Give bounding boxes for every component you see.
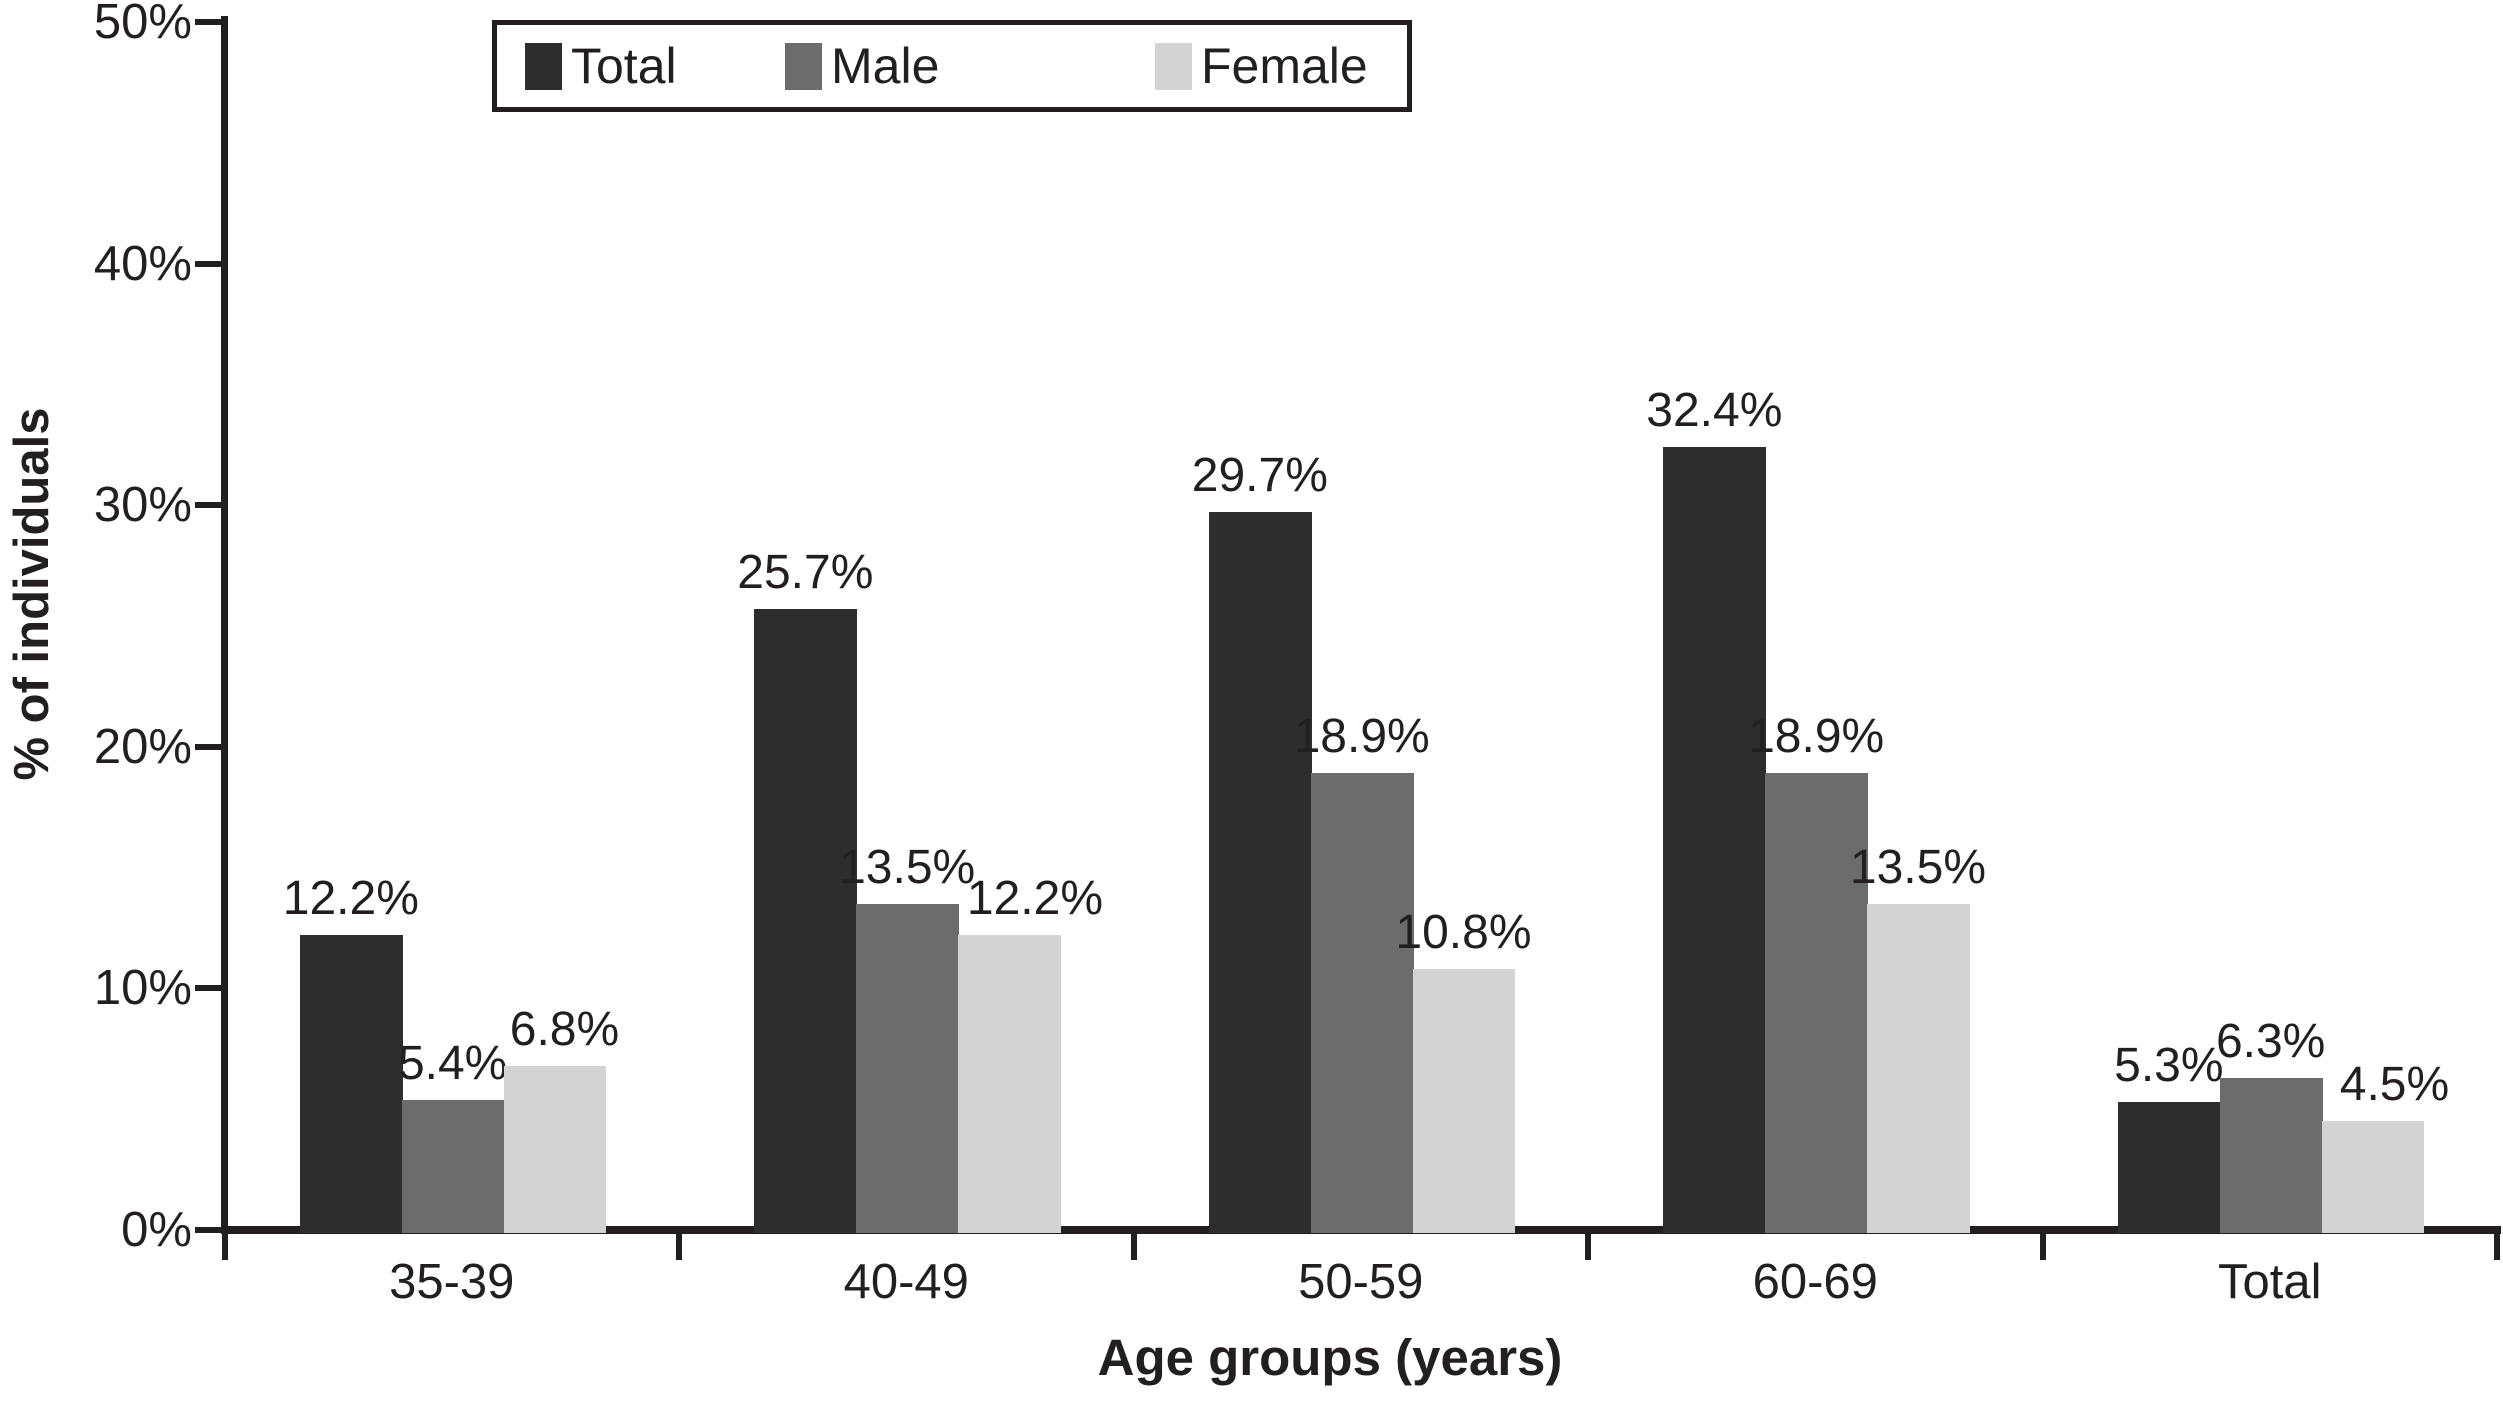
bar-value-label: 25.7% <box>737 546 874 600</box>
bar-total-total <box>2117 1101 2221 1233</box>
bar-value-label: 5.3% <box>2114 1038 2224 1092</box>
bar-value-label: 6.8% <box>509 1002 620 1056</box>
y-tick-mark <box>195 502 221 509</box>
x-category-label-40-49: 40-49 <box>843 1255 969 1309</box>
bar-value-label: 13.5% <box>1849 840 1987 894</box>
y-tick-mark <box>195 1227 221 1233</box>
legend-swatch-female-icon <box>1155 42 1192 90</box>
y-tick-mark <box>195 19 221 25</box>
legend-item-total: Total <box>525 25 677 107</box>
legend-swatch-male-icon <box>785 42 822 90</box>
bar-value-label: 5.4% <box>397 1036 508 1090</box>
legend-item-female: Female <box>1155 25 1368 107</box>
y-tick-mark <box>195 985 221 992</box>
bar-male-60-69 <box>1765 773 1869 1233</box>
x-tick-mark <box>2039 1234 2046 1260</box>
bar-male-50-59 <box>1310 773 1414 1233</box>
bar-value-label: 13.5% <box>839 840 976 894</box>
y-tick-label: 30% <box>93 478 192 533</box>
bar-value-label: 6.3% <box>2215 1014 2326 1068</box>
bar-total-40-49 <box>754 609 858 1233</box>
bar-value-label: 12.2% <box>966 872 1104 926</box>
x-category-label-50-59: 50-59 <box>1298 1255 1424 1309</box>
bar-value-label: 4.5% <box>2339 1058 2450 1112</box>
bar-value-label: 18.9% <box>1748 710 1885 764</box>
y-tick-label: 20% <box>93 719 192 774</box>
y-tick-label: 0% <box>121 1203 192 1257</box>
x-tick-mark <box>1130 1234 1137 1260</box>
legend-label-total: Total <box>571 38 677 94</box>
x-category-label-35-39: 35-39 <box>389 1255 515 1309</box>
bar-male-40-49 <box>856 903 960 1233</box>
x-tick-mark <box>2494 1234 2500 1260</box>
bar-female-40-49 <box>958 935 1061 1233</box>
y-axis-line <box>221 16 228 1234</box>
bar-male-35-39 <box>401 1099 505 1233</box>
bar-total-35-39 <box>299 935 403 1233</box>
y-tick-mark <box>195 260 221 267</box>
y-tick-label: 40% <box>93 236 192 291</box>
bar-female-total <box>2321 1121 2425 1233</box>
bar-male-total <box>2219 1077 2323 1233</box>
bar-value-label: 29.7% <box>1191 449 1328 503</box>
x-category-label-60-69: 60-69 <box>1752 1255 1878 1309</box>
bar-female-35-39 <box>503 1065 607 1233</box>
bar-value-label: 12.2% <box>282 872 419 926</box>
y-tick-label: 50% <box>93 0 192 49</box>
bar-total-60-69 <box>1663 447 1767 1233</box>
legend-label-female: Female <box>1201 38 1368 94</box>
y-tick-mark <box>195 743 221 750</box>
legend-item-male: Male <box>785 25 939 107</box>
bar-female-60-69 <box>1867 903 1970 1233</box>
x-tick-mark <box>221 1234 228 1260</box>
x-tick-mark <box>676 1234 682 1260</box>
bar-value-label: 32.4% <box>1646 384 1783 438</box>
y-tick-label: 10% <box>93 961 192 1016</box>
bar-value-label: 18.9% <box>1293 710 1430 764</box>
x-axis-title: Age groups (years) <box>1097 1329 1563 1386</box>
legend-label-male: Male <box>831 38 940 94</box>
legend-swatch-total-icon <box>525 42 562 90</box>
x-tick-mark <box>1585 1234 1591 1260</box>
bar-total-50-59 <box>1208 512 1312 1233</box>
bar-value-label: 10.8% <box>1395 906 1532 960</box>
bar-female-50-59 <box>1412 969 1516 1233</box>
legend: Total Male Female <box>492 20 1412 112</box>
x-category-label-total: Total <box>2217 1255 2322 1309</box>
